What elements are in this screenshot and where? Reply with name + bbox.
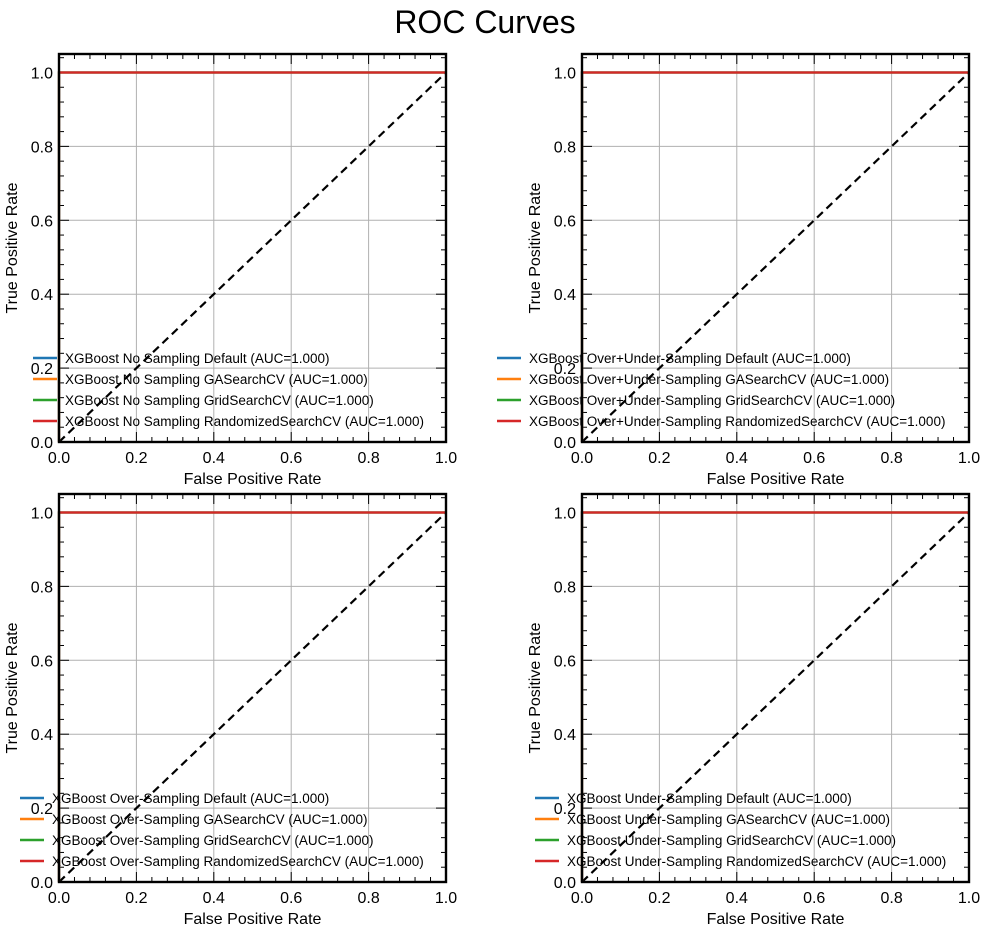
x-tick-label: 0.8 <box>357 450 379 467</box>
y-tick-label: 0.2 <box>554 801 576 818</box>
subplot-grid: 0.0 0.2 0.4 0.6 0.8 1.0 0.0 0.2 0.4 0.6 0.8 1.0 Fals… <box>4 52 980 928</box>
x-tick-label: 0.2 <box>648 450 670 467</box>
x-tick-label: 0.4 <box>203 890 225 907</box>
x-axis-label: False Positive Rate <box>184 911 322 928</box>
x-tick-label: 0.8 <box>880 450 902 467</box>
random-classifier-diagonal <box>58 511 447 883</box>
y-tick-label: 1.0 <box>31 505 53 522</box>
roc-panel-2: 0.0 0.2 0.4 0.6 0.8 1.0 0.0 0.2 0.4 0.6 0.8 1.0 Fals… <box>497 52 980 488</box>
y-tick-label: 0.0 <box>31 435 53 452</box>
x-tick-label: 0.6 <box>280 890 302 907</box>
x-tick-label: 0.6 <box>803 890 825 907</box>
legend-entry: XGBoost No Sampling GASearchCV (AUC=1.00… <box>65 372 368 387</box>
legend: XGBoost Over+Under-Sampling Default (AUC… <box>497 351 945 429</box>
legend-entry: XGBoost Over-Sampling RandomizedSearchCV… <box>52 854 424 869</box>
x-tick-label: 0.0 <box>571 450 593 467</box>
y-tick-label: 0.6 <box>31 653 53 670</box>
x-axis-label: False Positive Rate <box>707 471 845 488</box>
legend-entry: XGBoost Over-Sampling GridSearchCV (AUC=… <box>52 833 374 848</box>
x-tick-label: 0.4 <box>726 450 748 467</box>
y-tick-label: 0.0 <box>554 435 576 452</box>
x-tick-label: 1.0 <box>435 890 457 907</box>
x-tick-label: 1.0 <box>435 450 457 467</box>
axes-frame <box>57 52 448 444</box>
random-classifier-diagonal <box>58 71 447 443</box>
y-tick-label: 0.6 <box>31 213 53 230</box>
y-tick-label: 0.2 <box>31 361 53 378</box>
x-tick-label: 0.2 <box>648 890 670 907</box>
x-tick-label: 0.6 <box>280 450 302 467</box>
y-axis-label: True Positive Rate <box>527 182 544 313</box>
y-tick-label: 0.4 <box>554 287 576 304</box>
legend: XGBoost Under-Sampling Default (AUC=1.00… <box>535 791 946 869</box>
axes-frame <box>57 492 448 884</box>
plot-area <box>582 494 969 882</box>
legend-entry: XGBoost No Sampling GridSearchCV (AUC=1.… <box>65 393 374 408</box>
y-tick-label: 0.6 <box>554 653 576 670</box>
x-tick-label: 0.0 <box>48 450 70 467</box>
roc-panel-3: 0.0 0.2 0.4 0.6 0.8 1.0 0.0 0.2 0.4 0.6 0.8 1.0 Fals… <box>4 492 457 928</box>
random-classifier-diagonal <box>581 71 970 443</box>
roc-panel-1: 0.0 0.2 0.4 0.6 0.8 1.0 0.0 0.2 0.4 0.6 0.8 1.0 Fals… <box>4 52 457 488</box>
legend-entry: XGBoost Under-Sampling GASearchCV (AUC=1… <box>567 812 890 827</box>
y-axis-label: True Positive Rate <box>4 622 21 753</box>
y-axis-label: True Positive Rate <box>527 622 544 753</box>
x-tick-label: 0.8 <box>357 890 379 907</box>
legend-entry: XGBoost Over+Under-Sampling GASearchCV (… <box>529 372 889 387</box>
axes-frame <box>580 492 971 884</box>
legend-entry: XGBoost No Sampling Default (AUC=1.000) <box>65 351 330 366</box>
x-axis-label: False Positive Rate <box>184 471 322 488</box>
x-tick-label: 0.0 <box>48 890 70 907</box>
legend-entry: XGBoost Under-Sampling Default (AUC=1.00… <box>567 791 852 806</box>
legend-entry: XGBoost Over+Under-Sampling GridSearchCV… <box>529 393 895 408</box>
plot-area <box>59 54 446 442</box>
y-tick-label: 0.4 <box>31 287 53 304</box>
y-axis-label: True Positive Rate <box>4 182 21 313</box>
legend: XGBoost No Sampling Default (AUC=1.000) X… <box>33 351 424 429</box>
y-tick-label: 0.6 <box>554 213 576 230</box>
y-tick-label: 0.8 <box>554 139 576 156</box>
y-tick-label: 1.0 <box>554 65 576 82</box>
legend-entry: XGBoost Over+Under-Sampling RandomizedSe… <box>529 414 945 429</box>
y-tick-label: 0.4 <box>31 727 53 744</box>
legend-entry: XGBoost Over-Sampling Default (AUC=1.000… <box>52 791 329 806</box>
y-tick-label: 0.2 <box>554 361 576 378</box>
x-tick-label: 0.0 <box>571 890 593 907</box>
x-tick-label: 0.6 <box>803 450 825 467</box>
legend-entry: XGBoost Over-Sampling GASearchCV (AUC=1.… <box>52 812 368 827</box>
legend-entry: XGBoost Under-Sampling RandomizedSearchC… <box>567 854 946 869</box>
y-tick-label: 0.8 <box>554 579 576 596</box>
y-tick-label: 0.8 <box>31 139 53 156</box>
legend-entry: XGBoost No Sampling RandomizedSearchCV (… <box>65 414 424 429</box>
y-tick-label: 0.2 <box>31 801 53 818</box>
x-tick-label: 1.0 <box>958 450 980 467</box>
legend: XGBoost Over-Sampling Default (AUC=1.000… <box>20 791 424 869</box>
plot-area <box>582 54 969 442</box>
figure-title: ROC Curves <box>394 4 575 40</box>
y-tick-label: 1.0 <box>31 65 53 82</box>
random-classifier-diagonal <box>581 511 970 883</box>
x-tick-label: 1.0 <box>958 890 980 907</box>
y-tick-label: 0.8 <box>31 579 53 596</box>
legend-entry: XGBoost Over+Under-Sampling Default (AUC… <box>529 351 851 366</box>
y-tick-label: 1.0 <box>554 505 576 522</box>
y-tick-label: 0.0 <box>554 875 576 892</box>
x-tick-label: 0.2 <box>125 450 147 467</box>
y-tick-label: 0.4 <box>554 727 576 744</box>
x-tick-label: 0.4 <box>726 890 748 907</box>
plot-area <box>59 494 446 882</box>
x-tick-label: 0.4 <box>203 450 225 467</box>
legend-entry: XGBoost Under-Sampling GridSearchCV (AUC… <box>567 833 896 848</box>
roc-panel-4: 0.0 0.2 0.4 0.6 0.8 1.0 0.0 0.2 0.4 0.6 0.8 1.0 Fals… <box>527 492 980 928</box>
axes-frame <box>580 52 971 444</box>
x-axis-label: False Positive Rate <box>707 911 845 928</box>
y-tick-label: 0.0 <box>31 875 53 892</box>
x-tick-label: 0.2 <box>125 890 147 907</box>
x-tick-label: 0.8 <box>880 890 902 907</box>
